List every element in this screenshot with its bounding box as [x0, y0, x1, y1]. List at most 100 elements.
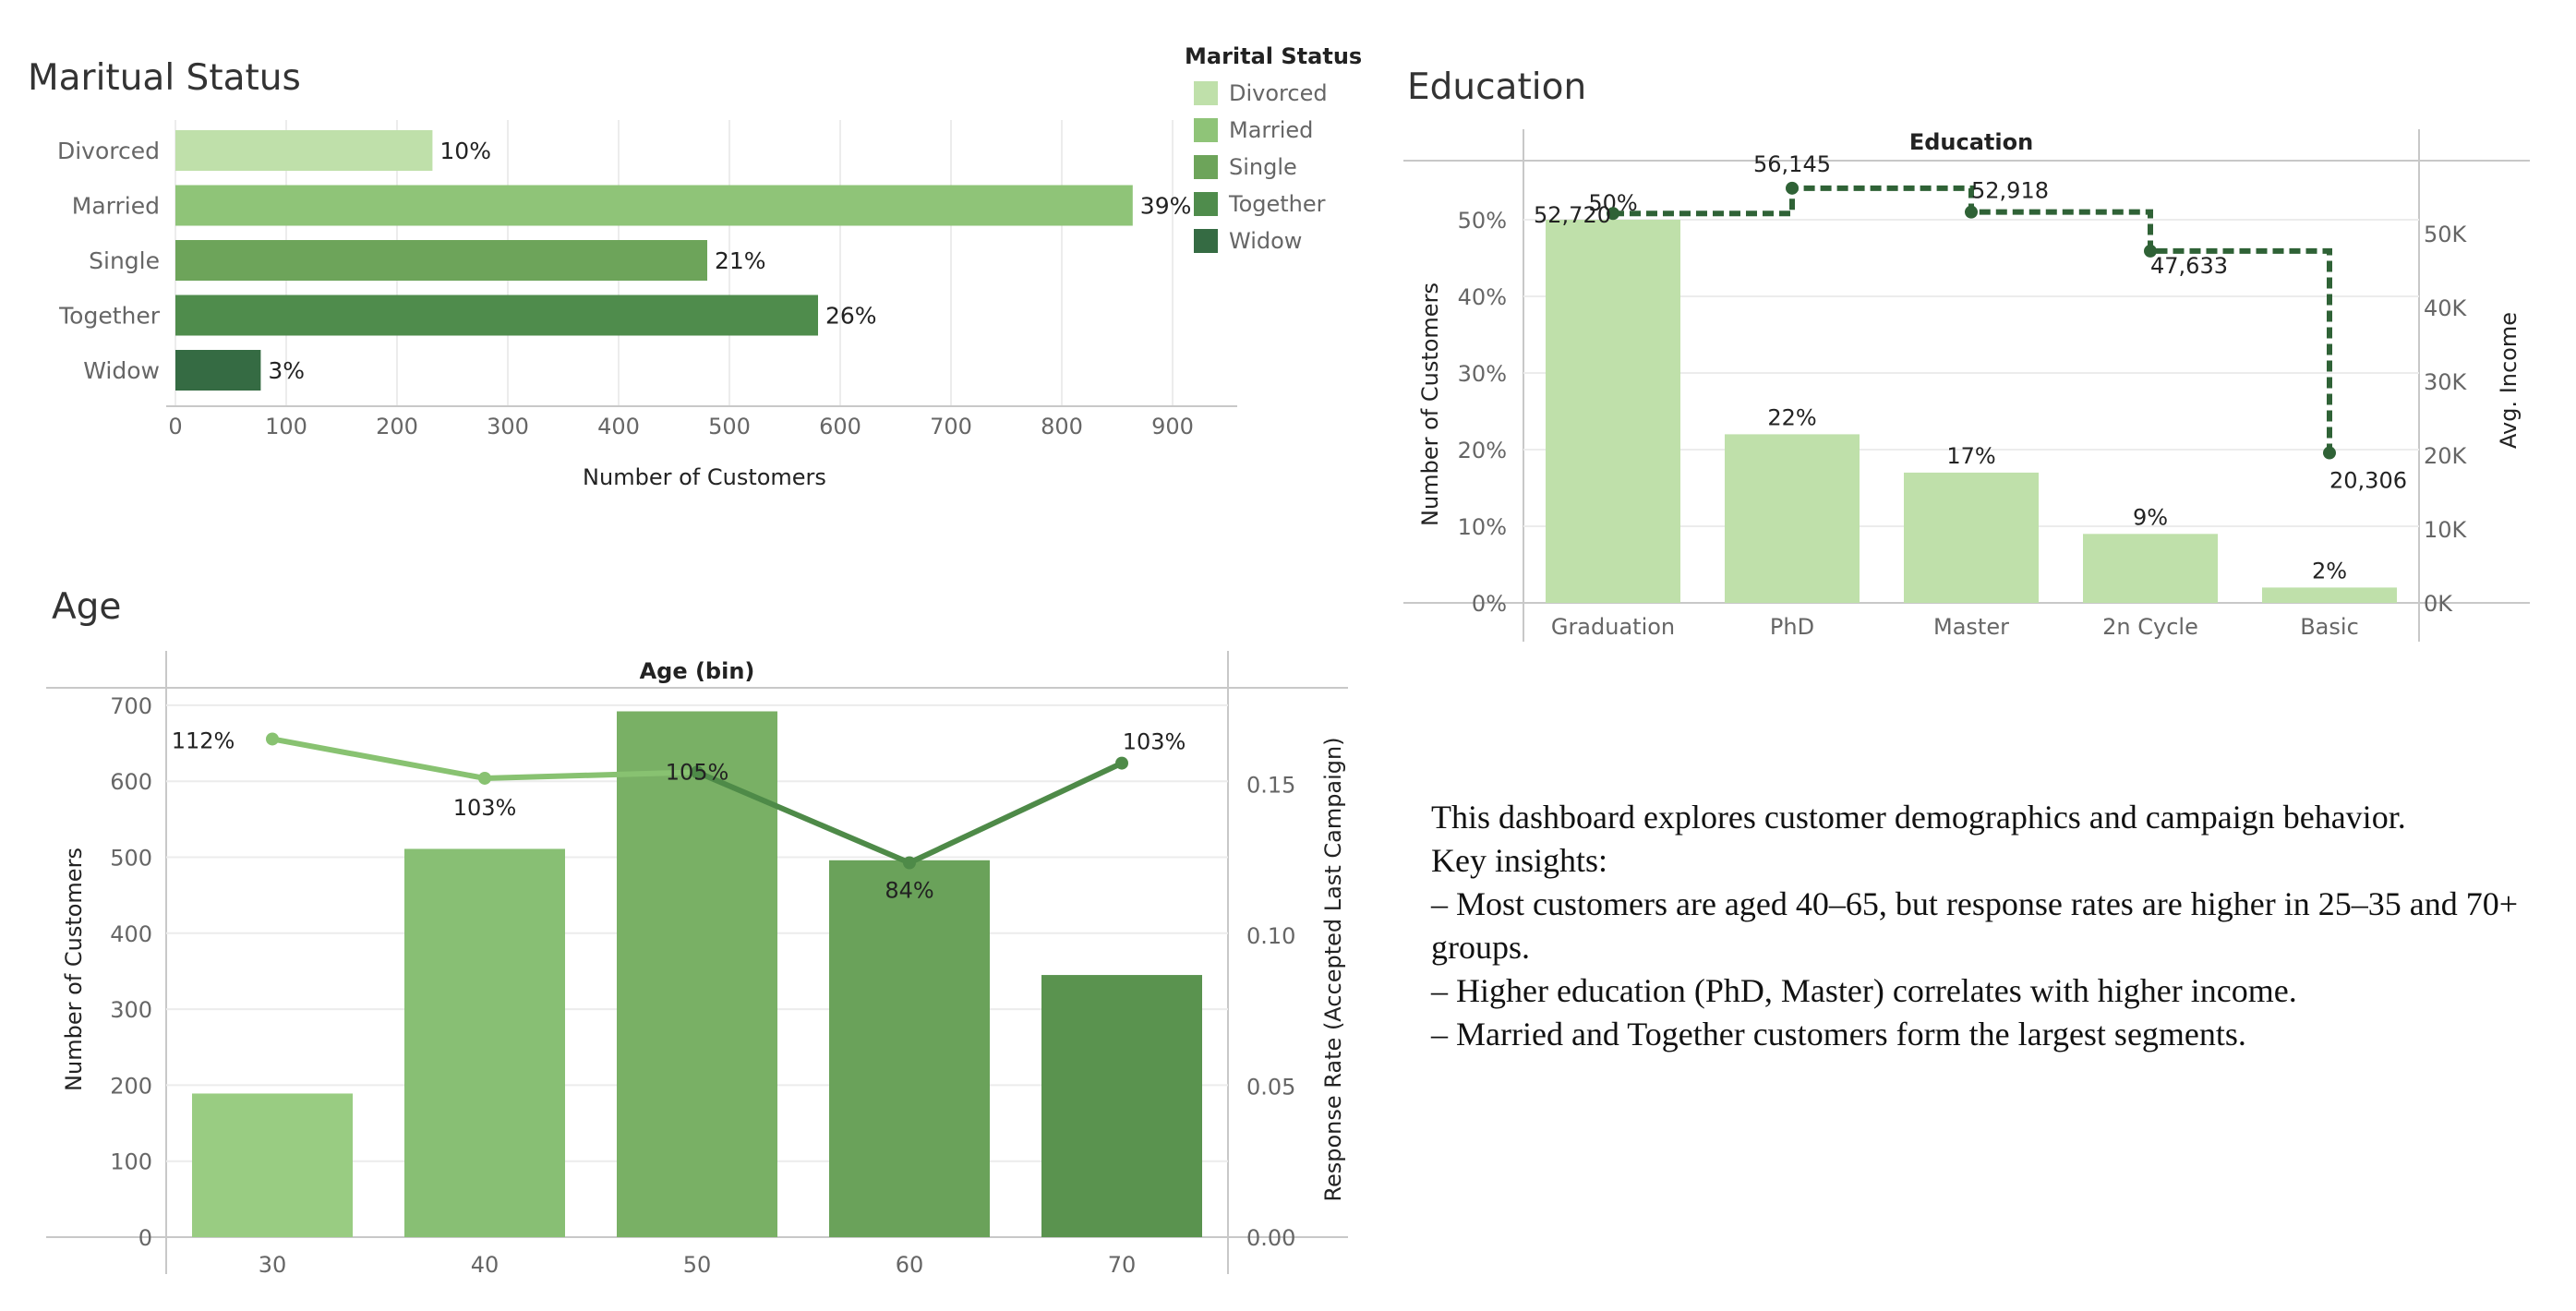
bar-graduation [1546, 220, 1680, 603]
category-label: Widow [83, 357, 160, 384]
y-tick-label: 300 [110, 997, 152, 1023]
response-rate-label: 84% [885, 878, 933, 904]
education-title: Education [1407, 66, 1587, 108]
legend-label: Divorced [1229, 80, 1328, 106]
income-data-label: 52,918 [1971, 178, 2049, 204]
y-tick-label: 100 [110, 1149, 152, 1175]
y-tick-label: 50% [1458, 208, 1507, 234]
y2-tick-label: 20K [2424, 443, 2468, 469]
legend-swatch-divorced [1194, 81, 1218, 105]
category-label: PhD [1770, 614, 1814, 640]
x-tick-label: 900 [1151, 414, 1194, 439]
category-label: 60 [896, 1252, 924, 1278]
legend-swatch-together [1194, 192, 1218, 216]
response-rate-label: 103% [1123, 729, 1186, 755]
bar-data-label: 22% [1767, 404, 1816, 430]
bar-together [175, 295, 818, 336]
bar-married [175, 185, 1133, 226]
notes-line: – Married and Together customers form th… [1431, 1016, 2246, 1052]
y2-axis-title: Response Rate (Accepted Last Campaign) [1320, 737, 1346, 1201]
y2-tick-label: 0.15 [1246, 773, 1295, 799]
category-label: Together [58, 303, 161, 330]
bar-age-60 [829, 860, 990, 1237]
response-rate-point [691, 765, 704, 779]
legend-swatch-married [1194, 118, 1218, 142]
legend-label: Single [1229, 154, 1297, 180]
header-label: Age (bin) [640, 658, 755, 684]
bar-data-label: 3% [268, 357, 305, 384]
income-data-label: 47,633 [2150, 253, 2228, 279]
x-tick-label: 800 [1041, 414, 1083, 439]
category-label: 40 [471, 1252, 500, 1278]
header-label: Education [1909, 129, 2033, 155]
bar-single [175, 240, 707, 281]
income-point [2323, 446, 2336, 460]
x-axis-title: Number of Customers [583, 464, 826, 490]
x-tick-label: 300 [487, 414, 529, 439]
bar-basic [2262, 587, 2397, 603]
response-rate-point [1115, 756, 1128, 770]
notes-line: This dashboard explores customer demogra… [1431, 799, 2406, 836]
marital-status-title: Maritual Status [28, 57, 301, 99]
x-tick-label: 400 [597, 414, 640, 439]
bar-2n-cycle [2083, 534, 2218, 603]
y-tick-label: 200 [110, 1073, 152, 1099]
bar-age-30 [192, 1093, 353, 1237]
response-rate-point [903, 856, 916, 870]
response-rate-point [478, 771, 491, 785]
y-tick-label: 20% [1458, 438, 1507, 463]
avg-income-line [1613, 185, 2332, 453]
bar-data-label: 39% [1140, 193, 1192, 220]
response-rate-label: 103% [453, 795, 517, 821]
y-tick-label: 0 [138, 1225, 152, 1251]
y-tick-label: 10% [1458, 514, 1507, 540]
y-tick-label: 700 [110, 693, 152, 719]
income-point [2144, 244, 2157, 258]
y2-tick-label: 0.05 [1246, 1075, 1295, 1101]
legend-label: Widow [1229, 228, 1302, 254]
y-tick-label: 40% [1458, 284, 1507, 310]
y2-tick-label: 0K [2424, 591, 2453, 617]
response-rate-segment [908, 760, 1124, 866]
age-chart: Age (bin) 0 100 200 300 400 500 600 700 0.00 0.05 0… [46, 651, 1348, 1278]
category-label: 70 [1108, 1252, 1137, 1278]
category-label: 30 [259, 1252, 287, 1278]
income-data-label: 20,306 [2329, 468, 2407, 494]
income-point [1786, 181, 1799, 195]
y2-tick-label: 10K [2424, 517, 2468, 543]
legend-label: Together [1228, 191, 1326, 217]
y2-tick-label: 40K [2424, 295, 2468, 321]
notes-line: – Higher education (PhD, Master) correla… [1431, 972, 2297, 1009]
income-data-label: 56,145 [1753, 151, 1831, 177]
bar-divorced [175, 130, 433, 171]
x-tick-label: 600 [819, 414, 861, 439]
category-label: Married [72, 193, 160, 220]
y-tick-label: 400 [110, 921, 152, 947]
category-label: 2n Cycle [2102, 614, 2198, 640]
response-rate-segment [695, 769, 911, 866]
legend-swatch-widow [1194, 229, 1218, 253]
bar-data-label: 26% [825, 303, 877, 330]
category-label: Master [1933, 614, 2009, 640]
education-chart: Education 0% 10% 20% 30% 40% 50% 0K 10K 20K 30K 40K… [1403, 129, 2530, 642]
category-label: 50 [683, 1252, 712, 1278]
age-title: Age [52, 586, 122, 628]
legend-label: Married [1229, 117, 1313, 143]
bar-master [1904, 472, 2039, 603]
y2-axis-title: Avg. Income [2496, 312, 2522, 449]
x-tick-label: 0 [168, 414, 182, 439]
category-label: Graduation [1551, 614, 1675, 640]
legend-title: Marital Status [1185, 43, 1362, 69]
category-label: Single [89, 247, 160, 274]
y-tick-label: 600 [110, 769, 152, 795]
bar-age-50 [617, 711, 777, 1237]
x-tick-label: 500 [708, 414, 751, 439]
response-rate-label: 105% [666, 759, 729, 785]
y-tick-label: 0% [1472, 591, 1507, 617]
bar-data-label: 21% [715, 247, 766, 274]
marital-status-chart: 0 100 200 300 400 500 600 700 800 900 Divorced 10% M… [57, 43, 1362, 490]
bar-age-40 [404, 848, 565, 1237]
category-label: Divorced [57, 138, 160, 164]
y-axis-title: Number of Customers [1417, 283, 1443, 526]
bar-data-label: 9% [2133, 504, 2168, 530]
